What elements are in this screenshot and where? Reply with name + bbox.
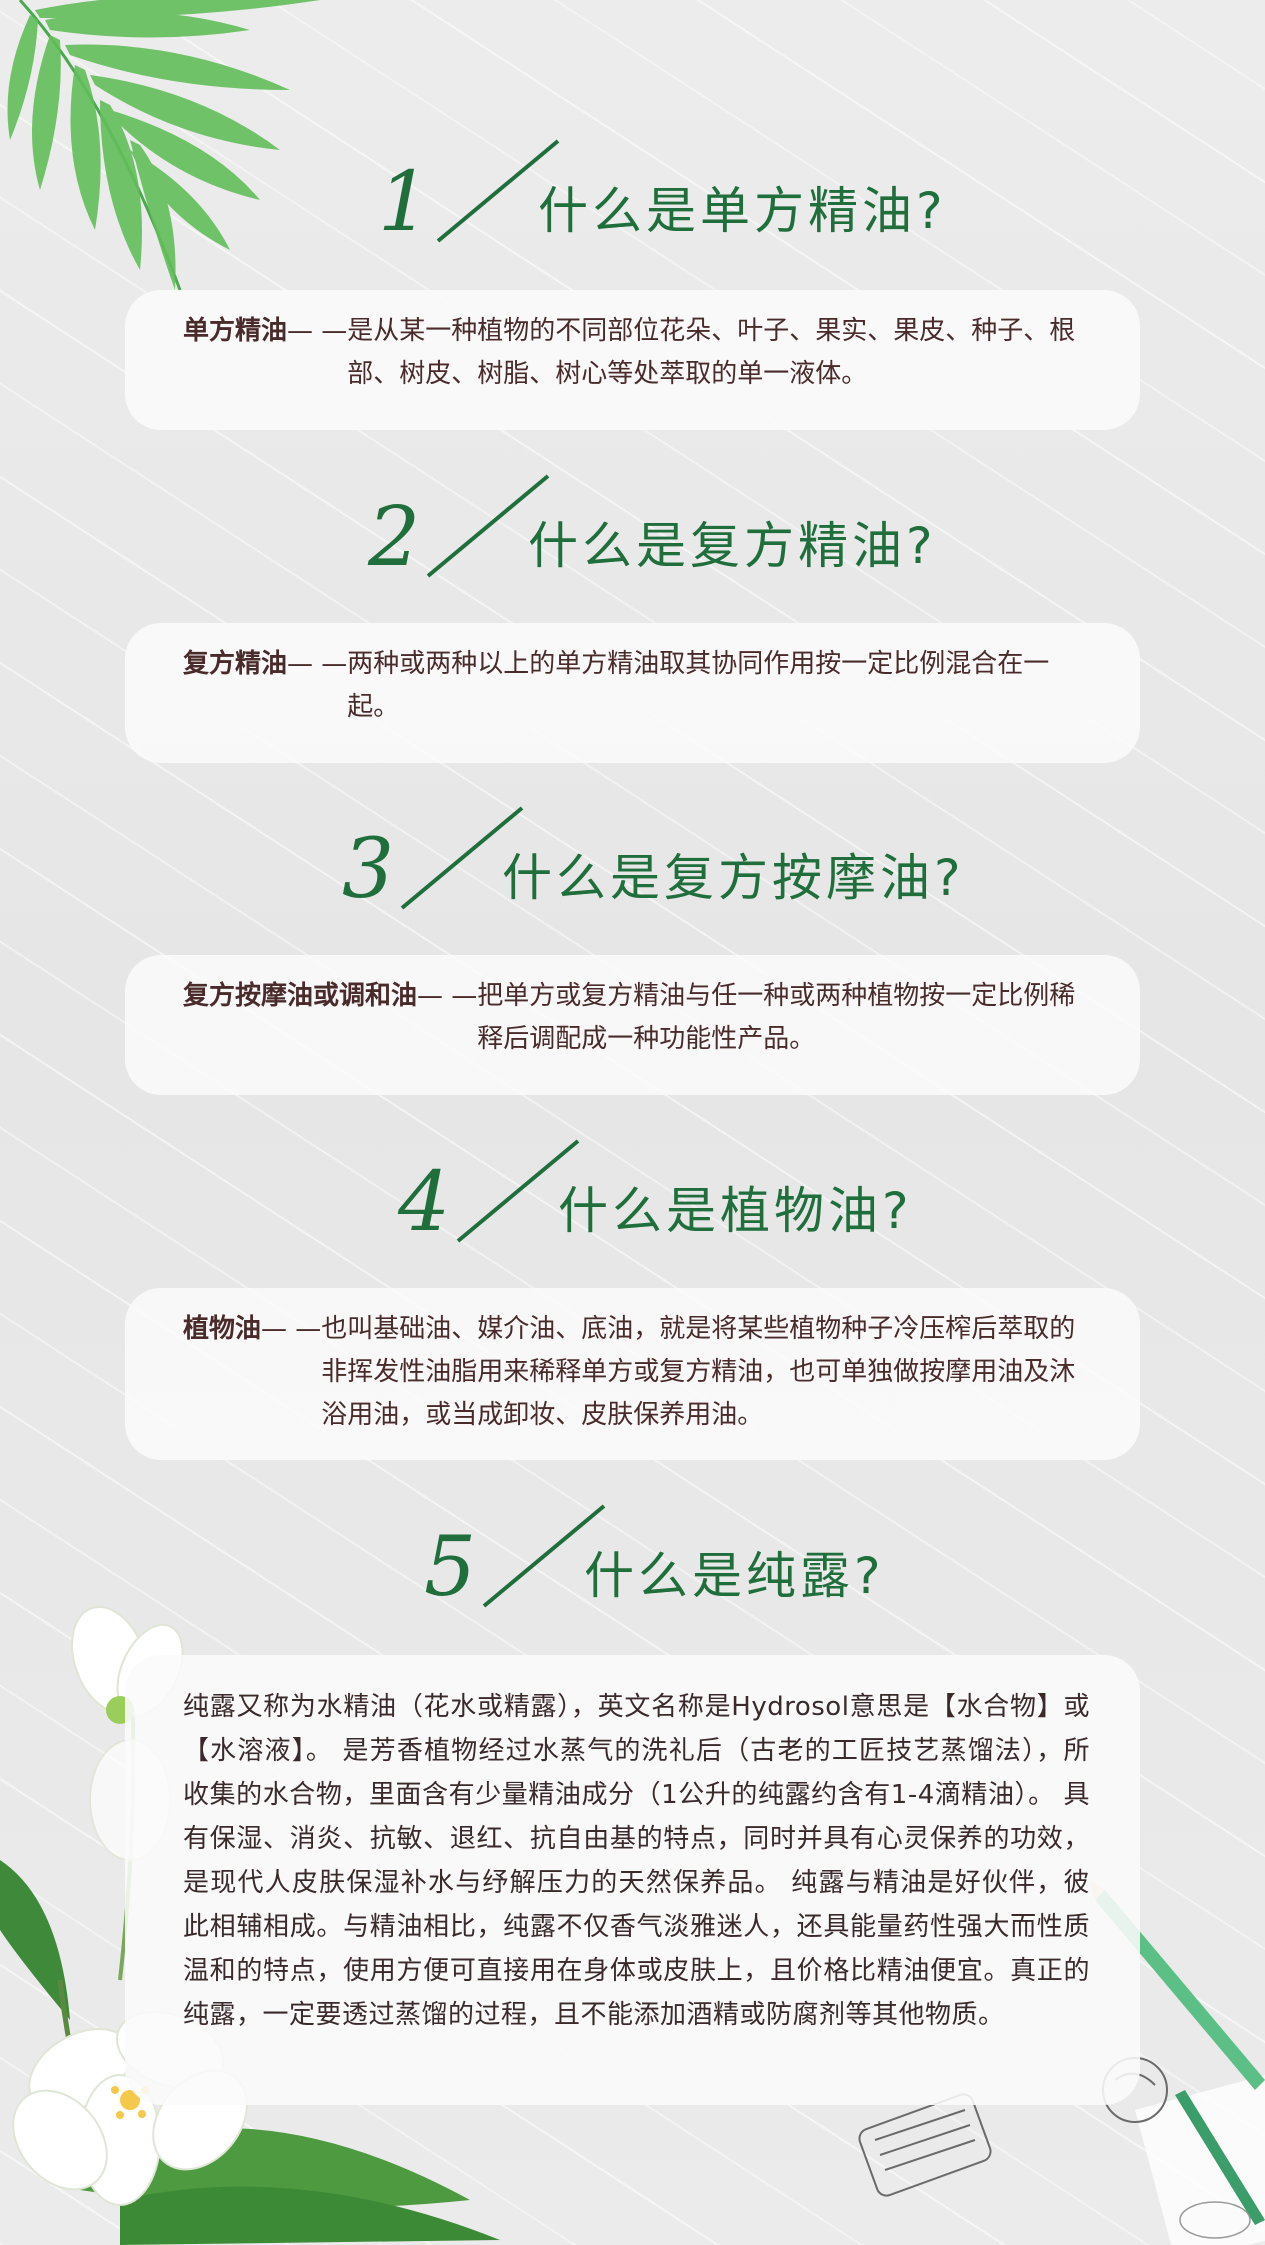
slash-icon bbox=[400, 806, 524, 910]
hydrosol-paragraph: 纯露又称为水精油（花水或精露），英文名称是Hydrosol意思是【水合物】或【水… bbox=[183, 1692, 1091, 2030]
question-title-3: 什么是复方按摩油? bbox=[502, 849, 965, 907]
number-label: 2 bbox=[368, 490, 421, 585]
term-dash: — — bbox=[287, 316, 348, 346]
definition-text: 把单方或复方精油与任一种或两种植物按一定比例稀释后调配成一种功能性产品。 bbox=[477, 981, 1076, 1054]
question-heading-4: 4 什么是植物油? bbox=[398, 1130, 913, 1250]
slash-icon bbox=[456, 1139, 580, 1243]
term-label: 单方精油 bbox=[183, 316, 288, 346]
question-heading-5: 5 什么是纯露? bbox=[424, 1495, 885, 1615]
question-number-1: 1 bbox=[378, 130, 560, 250]
definition-text: 是从某一种植物的不同部位花朵、叶子、果实、果皮、种子、根部、树皮、树脂、树心等处… bbox=[347, 316, 1076, 389]
number-label: 5 bbox=[424, 1520, 477, 1615]
term-label: 植物油 bbox=[183, 1314, 262, 1344]
question-heading-2: 2 什么是复方精油? bbox=[368, 465, 937, 585]
question-heading-3: 3 什么是复方按摩油? bbox=[342, 797, 965, 917]
term-label: 复方按摩油或调和油 bbox=[183, 981, 418, 1011]
question-title-1: 什么是单方精油? bbox=[538, 182, 947, 240]
term-dash: — — bbox=[287, 649, 348, 679]
definition-card-4: 植物油 — — 也叫基础油、媒介油、底油，就是将某些植物种子冷压榨后萃取的非挥发… bbox=[125, 1288, 1140, 1460]
slash-icon bbox=[482, 1504, 606, 1608]
palm-leaf-icon bbox=[7, 0, 320, 291]
question-heading-1: 1 什么是单方精油? bbox=[378, 130, 947, 250]
question-number-2: 2 bbox=[368, 465, 550, 585]
term-label: 复方精油 bbox=[183, 649, 288, 679]
definition-card-2: 复方精油 — — 两种或两种以上的单方精油取其协同作用按一定比例混合在一起。 bbox=[125, 623, 1140, 763]
definition-card-3: 复方按摩油或调和油 — — 把单方或复方精油与任一种或两种植物按一定比例稀释后调… bbox=[125, 955, 1140, 1095]
slash-icon bbox=[426, 474, 550, 578]
number-label: 4 bbox=[398, 1155, 451, 1250]
term-dash: — — bbox=[417, 981, 478, 1011]
question-number-3: 3 bbox=[342, 797, 524, 917]
slash-icon bbox=[436, 139, 560, 243]
question-title-4: 什么是植物油? bbox=[558, 1182, 913, 1240]
question-title-5: 什么是纯露? bbox=[584, 1547, 885, 1605]
hydrosol-description-card: 纯露又称为水精油（花水或精露），英文名称是Hydrosol意思是【水合物】或【水… bbox=[125, 1655, 1140, 2105]
question-number-4: 4 bbox=[398, 1130, 580, 1250]
definition-text: 也叫基础油、媒介油、底油，就是将某些植物种子冷压榨后萃取的非挥发性油脂用来稀释单… bbox=[321, 1314, 1076, 1430]
question-title-2: 什么是复方精油? bbox=[528, 517, 937, 575]
number-label: 1 bbox=[378, 155, 431, 250]
definition-card-1: 单方精油 — — 是从某一种植物的不同部位花朵、叶子、果实、果皮、种子、根部、树… bbox=[125, 290, 1140, 430]
term-dash: — — bbox=[261, 1314, 322, 1344]
question-number-5: 5 bbox=[424, 1495, 606, 1615]
definition-text: 两种或两种以上的单方精油取其协同作用按一定比例混合在一起。 bbox=[347, 649, 1050, 722]
number-label: 3 bbox=[342, 822, 395, 917]
